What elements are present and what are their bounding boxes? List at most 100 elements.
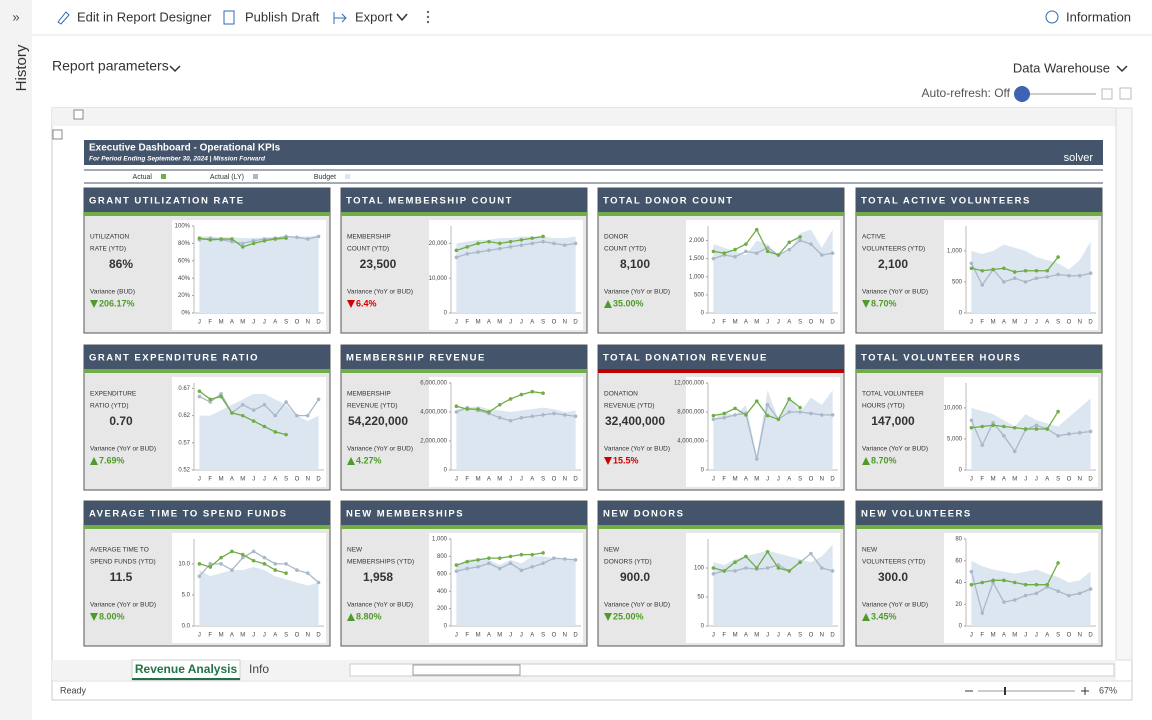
- x-tick-label: D: [1088, 320, 1093, 326]
- kpi-card: TOTAL ACTIVE VOLUNTEERS ACTIVE VOLUNTEERS …: [855, 187, 1103, 334]
- actual-dot: [1056, 255, 1060, 259]
- history-label[interactable]: History: [13, 44, 30, 91]
- tab[interactable]: Revenue Analysis: [135, 662, 238, 676]
- outline-toggle[interactable]: [73, 109, 84, 120]
- actual-ly-dot: [262, 402, 267, 407]
- x-tick-label: A: [744, 320, 748, 326]
- x-tick-label: A: [744, 477, 748, 483]
- x-tick-label: J: [263, 477, 266, 483]
- x-tick-label: A: [273, 633, 277, 639]
- x-tick-label: M: [240, 477, 245, 483]
- actual-ly-dot: [754, 251, 759, 255]
- y-tick-label: 5.0: [182, 593, 191, 599]
- y-tick-label: 600: [437, 571, 448, 577]
- kpi-label: VOLUNTEERS (YTD): [862, 559, 925, 566]
- x-tick-label: A: [1045, 633, 1049, 639]
- x-tick-label: J: [1024, 633, 1027, 639]
- status-strip: [598, 369, 844, 373]
- actual-ly-dot: [991, 420, 995, 425]
- x-tick-label: A: [1045, 477, 1049, 483]
- actual-dot: [530, 389, 535, 394]
- actual-ly-dot: [240, 555, 245, 560]
- refresh-toggle[interactable]: [1014, 86, 1030, 102]
- actual-ly-dot: [1077, 430, 1082, 435]
- more-icon[interactable]: [426, 10, 430, 24]
- x-tick-label: D: [830, 320, 835, 326]
- x-tick-label: N: [563, 477, 567, 483]
- actual-dot: [798, 405, 802, 410]
- actual-ly-dot: [487, 561, 491, 566]
- x-tick-label: S: [541, 320, 545, 326]
- actual-ly-dot: [530, 565, 535, 569]
- y-tick-label: 0: [701, 468, 705, 474]
- zoom-in[interactable]: [1081, 687, 1089, 695]
- actual-dot: [497, 241, 502, 246]
- data-source[interactable]: Data Warehouse: [1013, 60, 1110, 75]
- actual-ly-dot: [251, 408, 256, 412]
- actual-ly-dot: [980, 611, 985, 615]
- toolbar-export[interactable]: Export: [355, 9, 393, 24]
- expand-icon[interactable]: »: [12, 9, 19, 24]
- y-tick-label: 0%: [181, 311, 190, 317]
- actual-dot: [711, 566, 716, 570]
- x-tick-label: A: [273, 477, 277, 483]
- y-tick-label: 500: [952, 280, 963, 286]
- actual-dot: [519, 238, 524, 242]
- actual-ly-line: [199, 392, 320, 417]
- actual-ly-dot: [754, 457, 759, 461]
- variance: 8.70%: [871, 455, 897, 465]
- actual-dot: [776, 253, 781, 257]
- status-strip: [598, 212, 844, 216]
- x-tick-label: O: [809, 320, 814, 326]
- h-scroll-thumb[interactable]: [412, 664, 521, 676]
- x-tick-label: M: [219, 320, 224, 326]
- zoom-thumb[interactable]: [1004, 687, 1006, 695]
- actual-dot: [722, 569, 727, 573]
- actual-dot: [476, 241, 480, 246]
- actual-ly-dot: [552, 556, 556, 560]
- toolbar-info[interactable]: Information: [1066, 9, 1131, 24]
- actual-ly-dot: [744, 249, 748, 254]
- actual-dot: [991, 267, 995, 272]
- toolbar-publish[interactable]: Publish Draft: [245, 9, 320, 24]
- actual-ly-dot: [497, 566, 502, 571]
- x-tick-label: J: [1035, 477, 1038, 483]
- kpi-card: TOTAL MEMBERSHIP COUNT MEMBERSHIP COUNT (Y…: [340, 187, 588, 334]
- toolbar-edit[interactable]: Edit in Report Designer: [77, 9, 212, 24]
- actual-ly-dot: [798, 410, 802, 414]
- x-tick-label: S: [541, 477, 545, 483]
- kpi-card: NEW DONORS NEW DONORS (YTD) 900.0 Variance (…: [597, 500, 845, 647]
- actual-dot: [284, 236, 288, 240]
- actual-ly-dot: [230, 568, 234, 572]
- variance-arrow: [604, 300, 612, 308]
- actual-ly-dot: [1002, 600, 1006, 604]
- budget-area: [971, 241, 1091, 313]
- x-tick-label: J: [252, 320, 255, 326]
- h-scrollbar[interactable]: [349, 663, 1115, 677]
- kpi-card: TOTAL VOLUNTEER HOURS TOTAL VOLUNTEER HOUR…: [855, 344, 1103, 491]
- actual-ly-dot: [809, 551, 813, 556]
- actual-ly-dot: [284, 562, 288, 566]
- actual-dot: [765, 413, 770, 418]
- variance-arrow: [862, 457, 870, 465]
- budget-area: [713, 544, 833, 626]
- y-tick-label: 0: [959, 624, 963, 630]
- outline-toggle[interactable]: [52, 129, 63, 140]
- report-params[interactable]: Report parameters: [52, 58, 169, 74]
- zoom-level: 67%: [1099, 685, 1117, 695]
- kpi-value: 1,958: [363, 570, 393, 584]
- v-scrollbar[interactable]: [1115, 107, 1133, 661]
- variance-label: Variance (YoY or BUD): [90, 446, 156, 453]
- x-tick-label: A: [787, 633, 791, 639]
- actual-dot: [1023, 268, 1028, 273]
- tab[interactable]: Info: [249, 662, 269, 676]
- kpi-label: DONORS (YTD): [604, 559, 652, 566]
- actual-ly-dot: [530, 241, 535, 246]
- kpi-value: 23,500: [360, 257, 397, 271]
- actual-ly-dot: [230, 239, 234, 244]
- status-strip: [856, 525, 1102, 529]
- grid-button[interactable]: [1119, 87, 1132, 100]
- x-tick-label: J: [455, 633, 458, 639]
- expand-button[interactable]: [1101, 88, 1113, 100]
- card-title: TOTAL MEMBERSHIP COUNT: [346, 196, 513, 207]
